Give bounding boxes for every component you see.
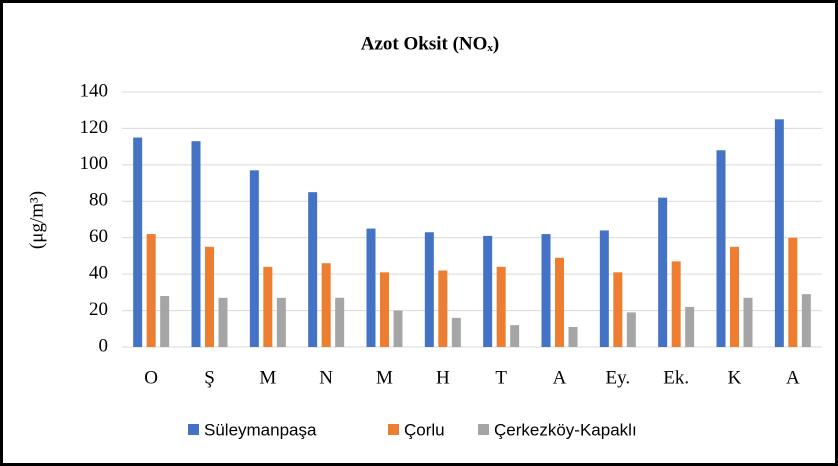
y-tick-label: 40 xyxy=(89,263,108,284)
bar xyxy=(451,317,461,347)
bar xyxy=(249,170,259,347)
bar xyxy=(483,235,493,347)
legend-swatch xyxy=(388,424,399,435)
bar xyxy=(626,312,636,347)
x-tick-label: N xyxy=(319,367,333,388)
bar xyxy=(205,246,214,347)
bar xyxy=(541,234,551,347)
x-tick-label: T xyxy=(495,367,507,388)
bar xyxy=(743,297,753,347)
bar xyxy=(438,270,448,347)
bar xyxy=(555,257,564,347)
legend-swatch xyxy=(188,424,199,435)
bar xyxy=(801,294,811,347)
y-tick-label: 100 xyxy=(80,153,109,174)
bar xyxy=(321,263,331,347)
bar xyxy=(510,325,520,347)
y-tick-label: 120 xyxy=(80,117,109,138)
x-tick-label: Ek. xyxy=(663,367,689,388)
bar xyxy=(424,232,434,347)
bar xyxy=(160,296,170,347)
bar xyxy=(658,197,668,347)
x-tick-label: A xyxy=(553,367,567,388)
bar xyxy=(393,310,403,347)
bar xyxy=(730,246,739,347)
legend-label: Çorlu xyxy=(404,420,445,439)
legend-label: Süleymanpaşa xyxy=(204,420,317,439)
bar xyxy=(133,137,143,347)
bar xyxy=(716,150,726,347)
y-tick-label: 20 xyxy=(89,299,108,320)
bar xyxy=(218,297,228,347)
y-tick-label: 0 xyxy=(99,335,109,356)
bar xyxy=(671,261,681,347)
x-tick-label: Ş xyxy=(204,367,215,388)
bar xyxy=(146,234,156,347)
x-tick-label: K xyxy=(728,367,742,388)
bar xyxy=(613,272,623,347)
bar xyxy=(788,237,798,347)
x-tick-label: H xyxy=(436,367,450,388)
bar xyxy=(685,306,695,347)
bar xyxy=(366,228,376,347)
x-tick-label: O xyxy=(144,367,158,388)
x-tick-label: M xyxy=(259,367,276,388)
x-tick-label: A xyxy=(786,367,800,388)
x-tick-label: M xyxy=(376,367,393,388)
bar xyxy=(599,230,609,347)
bar xyxy=(276,297,286,347)
bar xyxy=(335,297,345,347)
legend-label: Çerkezköy-Kapaklı xyxy=(494,420,637,439)
y-tick-label: 80 xyxy=(89,190,108,211)
bar xyxy=(568,326,578,347)
bar xyxy=(774,119,784,347)
bar xyxy=(380,272,389,347)
bar xyxy=(191,141,201,347)
y-axis-label: (μg/m³) xyxy=(26,191,47,249)
bar xyxy=(263,266,273,347)
chart-title: Azot Oksit (NOₓ) xyxy=(361,33,499,54)
legend-swatch xyxy=(478,424,489,435)
y-tick-label: 140 xyxy=(80,80,109,101)
x-tick-label: Ey. xyxy=(606,367,631,388)
bar xyxy=(308,192,318,347)
bar xyxy=(496,266,506,347)
y-tick-label: 60 xyxy=(89,226,108,247)
